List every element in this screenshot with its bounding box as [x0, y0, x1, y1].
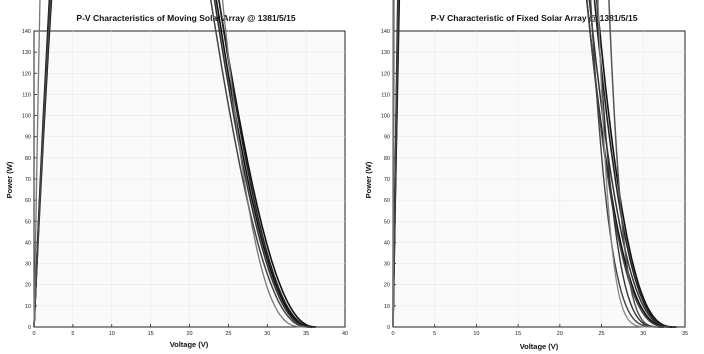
y-tick-label: 40: [384, 240, 390, 246]
x-tick-label: 20: [557, 331, 563, 337]
y-tick-label: 50: [25, 219, 31, 225]
series-line-6: [392, 0, 667, 328]
gridlines: [33, 30, 346, 328]
y-tick-label: 20: [384, 283, 390, 289]
y-tick-label: 80: [25, 156, 31, 162]
series-line-5: [33, 0, 309, 328]
y-tick-label: 100: [381, 114, 390, 120]
y-tick-label: 140: [22, 29, 31, 35]
x-tick-label: 25: [599, 331, 605, 337]
x-tick-label: 5: [433, 331, 436, 337]
y-tick-label: 20: [25, 283, 31, 289]
series-line-2: [33, 0, 314, 328]
x-tick-labels: 0 5 10 15 20 25 30 35 40: [32, 331, 348, 337]
y-tick-label: 80: [384, 156, 390, 162]
y-tick-label: 30: [25, 262, 31, 268]
y-tick-label: 130: [381, 50, 390, 56]
series-line-3: [392, 0, 674, 328]
x-tick-label: 35: [303, 331, 309, 337]
y-tick-label: 90: [384, 135, 390, 141]
series-line-8: [392, 0, 662, 328]
y-axis-label: Power (W): [364, 161, 373, 198]
series-line-5: [392, 0, 670, 328]
x-tick-label: 10: [473, 331, 479, 337]
x-tick-label: 0: [391, 331, 394, 337]
series-line-7: [392, 0, 665, 328]
series-line-3: [33, 0, 313, 328]
series-line-4: [392, 0, 672, 328]
y-tick-label: 140: [381, 29, 390, 35]
series-line-4: [33, 0, 311, 328]
x-tick-label: 15: [148, 331, 154, 337]
y-tick-label: 10: [384, 304, 390, 310]
chart-title: P-V Characteristic of Fixed Solar Array …: [431, 13, 638, 23]
y-tick-label: 60: [384, 198, 390, 204]
x-tick-label: 25: [225, 331, 231, 337]
y-axis-label: Power (W): [5, 161, 14, 198]
x-tick-label: 5: [71, 331, 74, 337]
y-tick-label: 70: [384, 177, 390, 183]
x-tick-label: 10: [109, 331, 115, 337]
y-tick-label: 100: [22, 114, 31, 120]
y-tick-label: 0: [28, 325, 31, 331]
x-tick-label: 15: [515, 331, 521, 337]
series-line-1: [33, 0, 317, 328]
x-tick-label: 30: [264, 331, 270, 337]
y-tick-label: 0: [387, 325, 390, 331]
series-lines: [392, 0, 677, 328]
moving-array-chart: P-V Characteristics of Moving Solar Arra…: [5, 0, 348, 349]
x-tick-label: 20: [186, 331, 192, 337]
x-tick-label: 40: [342, 331, 348, 337]
x-tick-label: 0: [32, 331, 35, 337]
y-tick-label: 120: [22, 71, 31, 77]
y-tick-label: 70: [25, 177, 31, 183]
y-tick-labels: 0 10 20 30 40 50 60 70 80 90 100 110 120 130 140: [381, 29, 390, 331]
y-tick-label: 130: [22, 50, 31, 56]
x-axis-label: Voltage (V): [520, 342, 559, 351]
y-tick-label: 50: [384, 219, 390, 225]
x-tick-labels: 0 5 10 15 20 25 30 35: [391, 331, 688, 337]
y-tick-label: 40: [25, 240, 31, 246]
series-line-1: [392, 0, 677, 328]
series-lines: [33, 0, 317, 328]
y-tick-label: 90: [25, 135, 31, 141]
fixed-array-chart: P-V Characteristic of Fixed Solar Array …: [364, 0, 688, 351]
y-tick-label: 10: [25, 304, 31, 310]
chart-title: P-V Characteristics of Moving Solar Arra…: [76, 13, 295, 23]
series-line-9: [392, 0, 659, 328]
y-tick-label: 110: [22, 92, 31, 98]
x-tick-label: 35: [682, 331, 688, 337]
y-tick-label: 110: [381, 92, 390, 98]
series-line-2: [392, 0, 675, 328]
y-tick-label: 30: [384, 262, 390, 268]
y-tick-labels: 0 10 20 30 40 50 60 70 80 90 100 110 120 130 140: [22, 29, 31, 331]
series-line-6: [33, 0, 305, 328]
x-axis-label: Voltage (V): [170, 340, 209, 349]
x-tick-label: 30: [640, 331, 646, 337]
y-tick-label: 120: [381, 71, 390, 77]
y-tick-label: 60: [25, 198, 31, 204]
